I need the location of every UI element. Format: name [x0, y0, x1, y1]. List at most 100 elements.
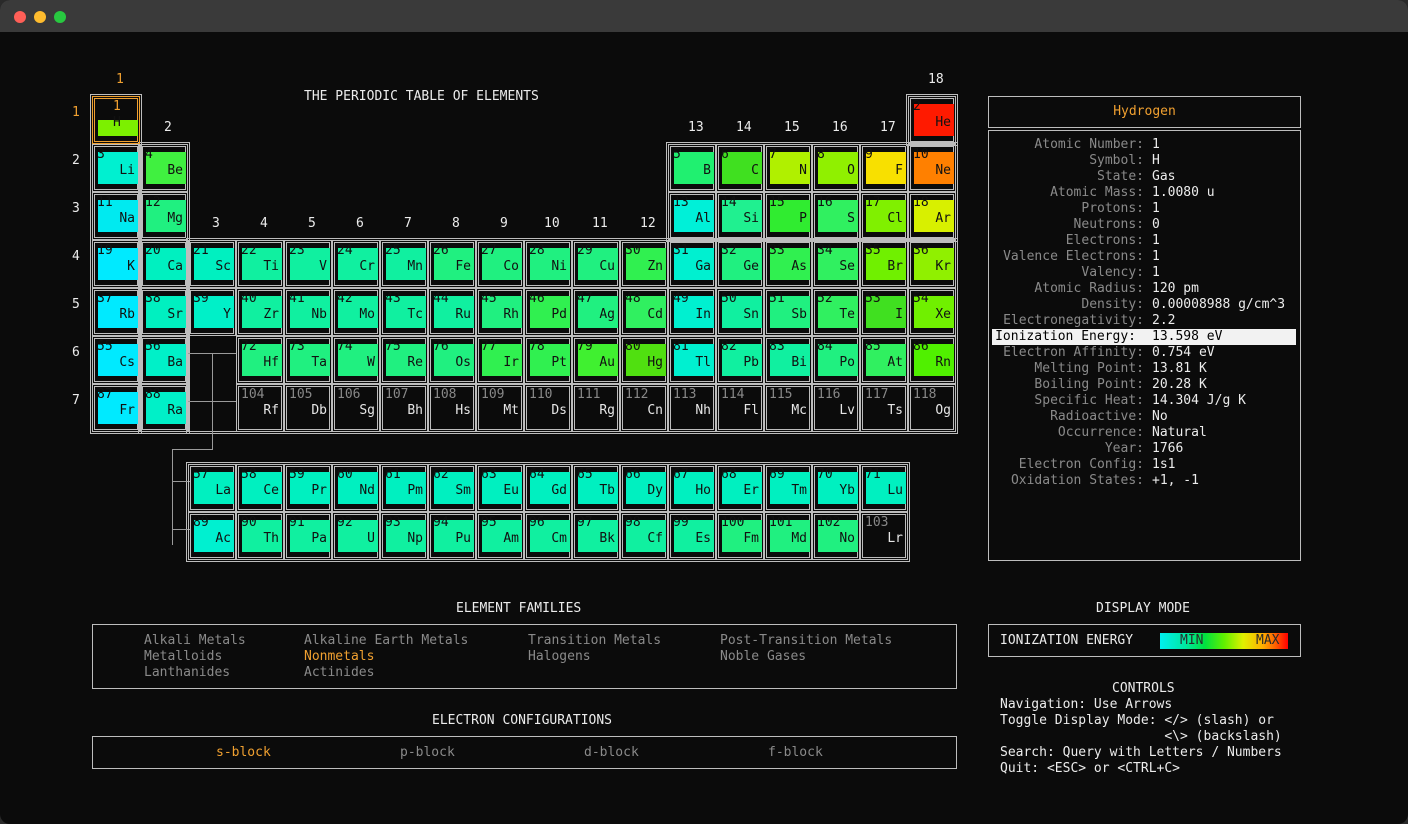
element-cell[interactable]: 44 Ru [428, 288, 476, 336]
element-cell[interactable]: 112 Cn [620, 384, 668, 432]
element-cell[interactable]: 19 K [92, 240, 140, 288]
element-cell[interactable]: 40 Zr [236, 288, 284, 336]
element-cell[interactable]: 46 Pd [524, 288, 572, 336]
element-cell[interactable]: 50 Sn [716, 288, 764, 336]
element-cell[interactable]: 94 Pu [428, 512, 476, 560]
element-cell[interactable]: 114 Fl [716, 384, 764, 432]
element-cell[interactable]: 37 Rb [92, 288, 140, 336]
element-cell[interactable]: 105 Db [284, 384, 332, 432]
family-item[interactable]: Halogens [528, 649, 591, 664]
element-cell[interactable]: 80 Hg [620, 336, 668, 384]
element-cell[interactable]: 91 Pa [284, 512, 332, 560]
element-cell[interactable]: 82 Pb [716, 336, 764, 384]
element-cell[interactable]: 93 Np [380, 512, 428, 560]
element-cell[interactable]: 52 Te [812, 288, 860, 336]
element-cell[interactable]: 3 Li [92, 144, 140, 192]
element-cell[interactable]: 22 Ti [236, 240, 284, 288]
element-cell[interactable]: 48 Cd [620, 288, 668, 336]
element-cell[interactable]: 28 Ni [524, 240, 572, 288]
element-cell[interactable]: 16 S [812, 192, 860, 240]
element-cell[interactable]: 65 Tb [572, 464, 620, 512]
element-cell[interactable]: 100 Fm [716, 512, 764, 560]
element-cell[interactable]: 77 Ir [476, 336, 524, 384]
element-cell[interactable]: 38 Sr [140, 288, 188, 336]
highlighted-field[interactable]: Ionization Energy: 13.598 eV [992, 329, 1296, 345]
element-cell[interactable]: 18 Ar [908, 192, 956, 240]
element-cell[interactable]: 92 U [332, 512, 380, 560]
element-cell[interactable]: 51 Sb [764, 288, 812, 336]
element-cell[interactable]: 68 Er [716, 464, 764, 512]
element-cell[interactable]: 41 Nb [284, 288, 332, 336]
element-cell[interactable]: 118 Og [908, 384, 956, 432]
element-cell[interactable]: 13 Al [668, 192, 716, 240]
element-cell[interactable]: 88 Ra [140, 384, 188, 432]
element-cell[interactable]: 23 V [284, 240, 332, 288]
element-cell[interactable]: 27 Co [476, 240, 524, 288]
family-item[interactable]: Transition Metals [528, 633, 662, 648]
element-cell[interactable]: 111 Rg [572, 384, 620, 432]
element-cell[interactable]: 78 Pt [524, 336, 572, 384]
element-cell[interactable]: 99 Es [668, 512, 716, 560]
element-cell[interactable]: 32 Ge [716, 240, 764, 288]
element-cell[interactable]: 30 Zn [620, 240, 668, 288]
config-item[interactable]: p-block [400, 745, 455, 760]
element-cell[interactable]: 115 Mc [764, 384, 812, 432]
element-cell[interactable]: 35 Br [860, 240, 908, 288]
element-cell[interactable]: 66 Dy [620, 464, 668, 512]
family-item[interactable]: Alkali Metals [144, 633, 246, 648]
element-cell[interactable]: 21 Sc [188, 240, 236, 288]
element-cell[interactable]: 31 Ga [668, 240, 716, 288]
element-cell[interactable]: 58 Ce [236, 464, 284, 512]
element-cell[interactable]: 17 Cl [860, 192, 908, 240]
element-cell[interactable]: 89 Ac [188, 512, 236, 560]
family-item[interactable]: Post-Transition Metals [720, 633, 893, 648]
family-item[interactable]: Actinides [304, 665, 375, 680]
config-item[interactable]: s-block [216, 745, 271, 760]
element-cell[interactable]: 53 I [860, 288, 908, 336]
element-cell[interactable]: 67 Ho [668, 464, 716, 512]
element-cell[interactable]: 110 Ds [524, 384, 572, 432]
element-cell[interactable]: 60 Nd [332, 464, 380, 512]
element-cell[interactable]: 25 Mn [380, 240, 428, 288]
element-cell[interactable]: 57 La [188, 464, 236, 512]
element-cell[interactable]: 62 Sm [428, 464, 476, 512]
element-cell[interactable]: 109 Mt [476, 384, 524, 432]
element-cell[interactable]: 15 P [764, 192, 812, 240]
element-cell[interactable]: 55 Cs [92, 336, 140, 384]
element-cell[interactable]: 59 Pr [284, 464, 332, 512]
family-item[interactable]: Nonmetals [304, 649, 375, 664]
element-cell[interactable]: 97 Bk [572, 512, 620, 560]
element-cell[interactable]: 63 Eu [476, 464, 524, 512]
element-cell[interactable]: 90 Th [236, 512, 284, 560]
element-cell[interactable]: 61 Pm [380, 464, 428, 512]
minimize-window-icon[interactable] [34, 11, 46, 23]
element-cell[interactable]: 83 Bi [764, 336, 812, 384]
element-cell[interactable]: 2 He [908, 96, 956, 144]
element-cell[interactable]: 10 Ne [908, 144, 956, 192]
config-item[interactable]: d-block [584, 745, 639, 760]
element-cell[interactable]: 54 Xe [908, 288, 956, 336]
element-cell[interactable]: 49 In [668, 288, 716, 336]
element-cell[interactable]: 20 Ca [140, 240, 188, 288]
element-cell[interactable]: 14 Si [716, 192, 764, 240]
element-cell[interactable]: 104 Rf [236, 384, 284, 432]
element-cell[interactable]: 29 Cu [572, 240, 620, 288]
family-item[interactable]: Alkaline Earth Metals [304, 633, 469, 648]
element-cell[interactable]: 86 Rn [908, 336, 956, 384]
element-cell[interactable]: 70 Yb [812, 464, 860, 512]
display-mode-value[interactable]: IONIZATION ENERGY [1000, 633, 1134, 648]
element-cell[interactable]: 84 Po [812, 336, 860, 384]
element-cell[interactable]: 34 Se [812, 240, 860, 288]
element-cell[interactable]: 113 Nh [668, 384, 716, 432]
element-cell[interactable]: 56 Ba [140, 336, 188, 384]
element-cell[interactable]: 103 Lr [860, 512, 908, 560]
element-cell[interactable]: 11 Na [92, 192, 140, 240]
element-cell[interactable]: 73 Ta [284, 336, 332, 384]
element-cell[interactable]: 69 Tm [764, 464, 812, 512]
element-cell[interactable]: 33 As [764, 240, 812, 288]
element-cell[interactable]: 64 Gd [524, 464, 572, 512]
element-cell[interactable]: 116 Lv [812, 384, 860, 432]
